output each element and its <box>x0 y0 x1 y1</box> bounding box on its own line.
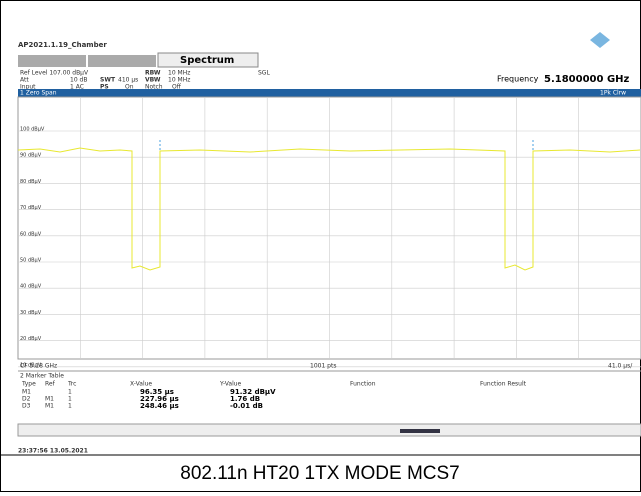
y-label: 70 dBµV <box>20 205 42 211</box>
y-label: 90 dBµV <box>20 153 42 159</box>
table-cell: 1 <box>68 389 72 396</box>
status-bar <box>17 423 641 437</box>
status-indicator <box>400 429 440 433</box>
table-cell: 91.32 dBµV <box>230 388 276 396</box>
setting: Input <box>20 84 36 91</box>
table-cell: 1.76 dB <box>230 395 260 403</box>
setting: 10 MHz <box>168 77 190 84</box>
setting: Frequency <box>497 75 539 84</box>
grid <box>18 97 641 368</box>
table-header: X-Value <box>130 381 152 388</box>
setting: 10 dB <box>70 77 87 84</box>
table-cell: D3 <box>22 403 31 410</box>
table-cell: 248.46 µs <box>140 402 179 410</box>
setting: 410 µs <box>118 77 138 84</box>
setting: SGL <box>258 70 270 77</box>
setting: 5.1800000 GHz <box>544 74 630 85</box>
table-cell: D2 <box>22 396 31 403</box>
y-label: 60 dBµV <box>20 231 42 237</box>
setting: SWT <box>100 77 116 84</box>
setting: RBW <box>145 70 161 77</box>
trace <box>17 147 641 271</box>
setting: Off <box>172 84 182 91</box>
table-cell: M1 <box>45 403 54 410</box>
setting: VBW <box>145 77 161 84</box>
span: 41.0 µs/ <box>608 363 633 370</box>
caption: 802.11n HT20 1TX MODE MCS7 <box>180 463 459 484</box>
setting: 10 MHz <box>168 70 190 77</box>
setting: PS <box>100 84 109 91</box>
table-title: 2 Marker Table <box>20 373 64 380</box>
table-header: Type <box>21 381 36 388</box>
window-bar <box>18 89 641 97</box>
table-cell: M1 <box>45 396 54 403</box>
table-header: Y-Value <box>219 381 242 388</box>
y-label: 100 dBµV <box>20 127 45 133</box>
window-label: 1 Zero Span <box>20 90 57 97</box>
setting: 1 AC <box>70 84 84 91</box>
title: AP2021.1.19_Chamber <box>18 41 107 49</box>
tab <box>88 55 156 67</box>
setting: Ref Level 107.00 dBµV <box>20 70 89 77</box>
table-header: Function Result <box>480 381 527 388</box>
trace-label: 1Pk Clrw <box>600 90 626 97</box>
setting: Att <box>20 77 29 84</box>
table-cell: M1 <box>22 389 31 396</box>
y-label: 40 dBµV <box>20 284 42 290</box>
logo <box>590 32 610 48</box>
table-header: Trc <box>67 381 76 388</box>
tab-label: Spectrum <box>180 55 234 66</box>
table-header: Function <box>350 381 376 388</box>
cf: CF 5.18 GHz <box>20 363 57 370</box>
points: 1001 pts <box>310 363 336 370</box>
timestamp: 23:37:56 13.05.2021 <box>18 448 88 455</box>
setting: Notch <box>145 84 163 91</box>
y-label: 50 dBµV <box>20 258 42 264</box>
table-cell: -0.01 dB <box>230 402 263 410</box>
table-cell: 1 <box>68 403 72 410</box>
y-label: 10 dBµV <box>20 362 42 368</box>
y-label: 80 dBµV <box>20 179 42 185</box>
tab[interactable] <box>157 52 259 68</box>
table-header: Ref <box>45 381 56 388</box>
y-label: 30 dBµV <box>20 310 42 316</box>
table-cell: 1 <box>68 396 72 403</box>
setting: On <box>125 84 134 91</box>
tab <box>18 55 86 67</box>
table-cell: 96.35 µs <box>140 388 174 396</box>
table-cell: 227.96 µs <box>140 395 179 403</box>
y-label: 20 dBµV <box>20 336 42 342</box>
